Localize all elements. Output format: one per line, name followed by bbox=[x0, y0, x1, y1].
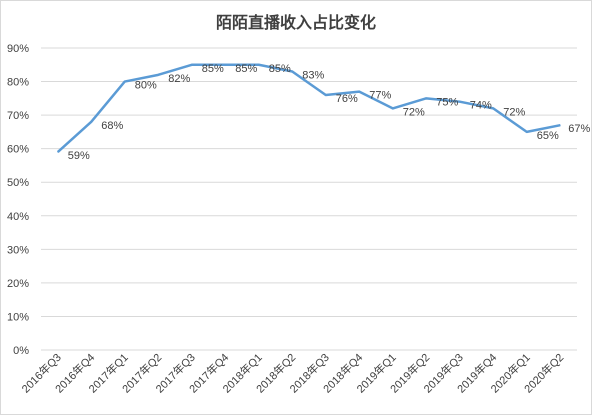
data-label: 72% bbox=[503, 106, 525, 118]
series-line bbox=[56, 63, 561, 153]
data-point bbox=[325, 94, 327, 96]
data-label: 67% bbox=[568, 123, 590, 135]
data-point bbox=[90, 121, 92, 123]
data-point bbox=[291, 70, 293, 72]
data-label: 65% bbox=[537, 130, 559, 142]
y-tick-label: 60% bbox=[7, 144, 29, 156]
y-tick-label: 80% bbox=[7, 77, 29, 89]
data-point bbox=[425, 97, 427, 99]
data-label: 85% bbox=[202, 63, 224, 75]
data-label: 85% bbox=[269, 63, 291, 75]
data-point bbox=[157, 74, 159, 76]
data-point bbox=[358, 91, 360, 93]
data-point bbox=[559, 124, 561, 126]
data-point bbox=[459, 101, 461, 103]
data-point bbox=[258, 64, 260, 66]
y-tick-label: 70% bbox=[7, 110, 29, 122]
data-point bbox=[224, 64, 226, 66]
data-point bbox=[392, 107, 394, 109]
chart-title: 陌陌直播收入占比变化 bbox=[215, 13, 376, 32]
data-label: 59% bbox=[68, 150, 90, 162]
y-tick-label: 20% bbox=[7, 278, 29, 290]
data-label: 68% bbox=[101, 120, 123, 132]
y-tick-label: 40% bbox=[7, 211, 29, 223]
data-point bbox=[57, 151, 59, 153]
data-label: 85% bbox=[235, 63, 257, 75]
data-label: 83% bbox=[302, 69, 324, 81]
data-point bbox=[191, 64, 193, 66]
y-tick-label: 50% bbox=[7, 177, 29, 189]
data-point bbox=[526, 131, 528, 133]
data-label: 74% bbox=[470, 100, 492, 112]
data-label: 75% bbox=[436, 96, 458, 108]
y-tick-label: 30% bbox=[7, 244, 29, 256]
y-tick-label: 10% bbox=[7, 311, 29, 323]
data-label: 82% bbox=[168, 73, 190, 85]
data-label: 80% bbox=[135, 80, 157, 92]
data-label: 76% bbox=[336, 93, 358, 105]
data-point bbox=[124, 81, 126, 83]
y-tick-label: 90% bbox=[7, 43, 29, 55]
y-tick-label: 0% bbox=[13, 345, 29, 357]
data-label: 72% bbox=[403, 106, 425, 118]
data-point bbox=[492, 107, 494, 109]
data-label: 77% bbox=[369, 90, 391, 102]
